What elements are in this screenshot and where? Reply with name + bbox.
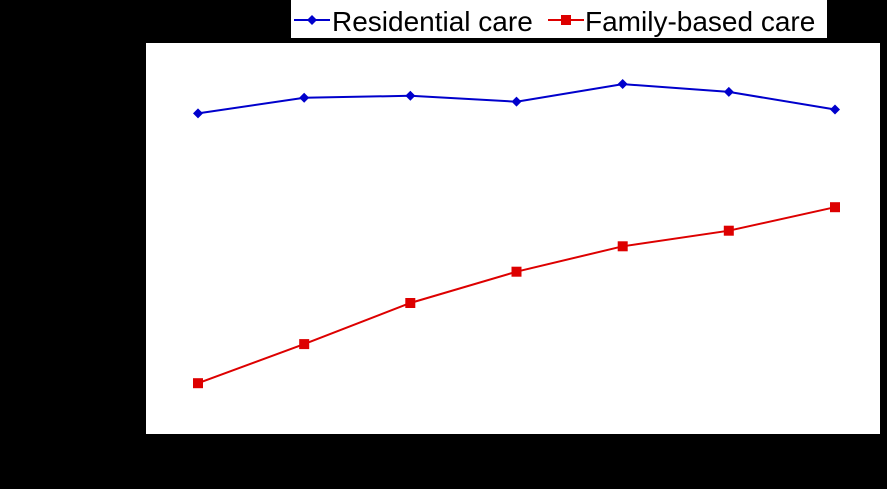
data-point-residential-care-2 (299, 92, 310, 103)
series-layer (193, 79, 840, 389)
data-point-residential-care-4 (511, 96, 522, 107)
data-point-family-based-care-2 (299, 339, 310, 350)
data-point-family-based-care-1 (193, 378, 203, 389)
legend-family-marker (561, 15, 571, 25)
data-point-residential-care-1 (193, 108, 203, 119)
data-point-residential-care-5 (617, 79, 628, 90)
data-point-residential-care-6 (723, 86, 734, 97)
data-point-family-based-care-7 (830, 202, 840, 213)
data-point-family-based-care-3 (405, 298, 416, 308)
data-point-residential-care-7 (830, 104, 840, 115)
data-point-family-based-care-4 (511, 266, 522, 277)
data-point-family-based-care-6 (723, 225, 734, 236)
legend-residential-marker (307, 15, 317, 25)
data-point-family-based-care-5 (617, 241, 628, 252)
plot-area (146, 43, 880, 434)
data-point-residential-care-3 (405, 90, 416, 101)
legend-family-label: Family-based care (585, 6, 815, 37)
legend: Residential care Family-based care (291, 0, 827, 38)
legend-residential-label: Residential care (332, 6, 533, 37)
